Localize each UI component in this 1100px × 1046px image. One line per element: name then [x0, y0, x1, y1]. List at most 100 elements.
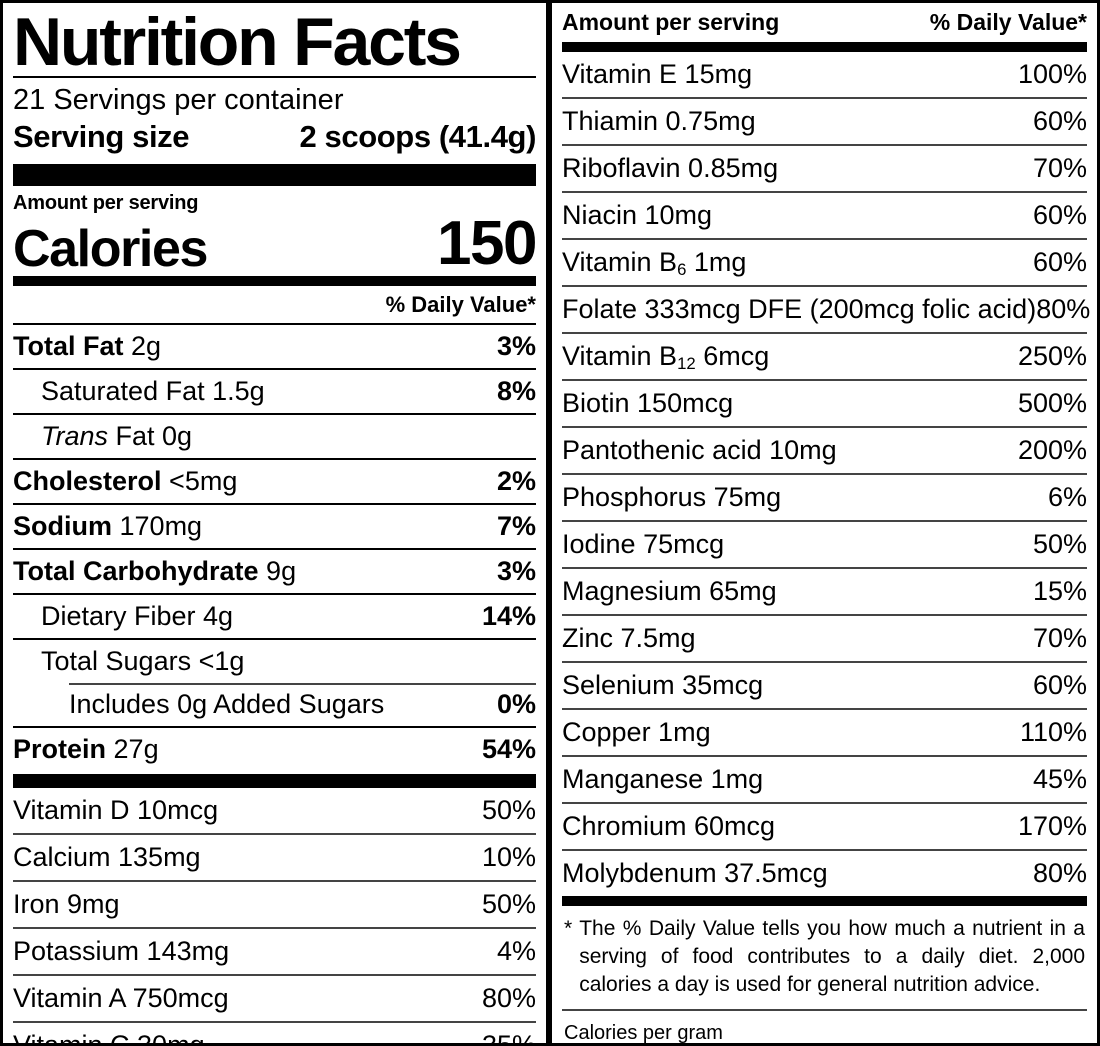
footnote-text: The % Daily Value tells you how much a n…: [579, 917, 1085, 997]
serving-size-value: 2 scoops (41.4g): [299, 119, 536, 154]
calories-thick-bar: [13, 275, 536, 286]
protein-thick-bar: [13, 773, 536, 788]
selenium-name: Selenium 35mcg: [562, 670, 764, 700]
carbohydrate-name: Total Carbohydrate: [13, 555, 259, 586]
vitamin-d-dv: 50%: [481, 794, 536, 825]
protein-amount: 27g: [113, 733, 159, 764]
row-dietary-fiber: Dietary Fiber 4g 14%: [13, 592, 536, 638]
calories-row: Calories 150: [13, 209, 537, 278]
total-sugars-name: Total Sugars <1g: [41, 645, 245, 676]
niacin-name: Niacin 10mg: [562, 200, 713, 230]
vitamin-a-dv: 80%: [481, 982, 536, 1013]
copper-dv: 110%: [1019, 717, 1087, 747]
vitamin-b12-base: Vitamin B: [562, 341, 678, 371]
row-chromium: Chromium 60mcg 170%: [562, 802, 1087, 849]
row-total-carbohydrate: Total Carbohydrate 9g 3%: [13, 547, 536, 593]
molybdenum-dv: 80%: [1032, 858, 1087, 888]
right-daily-value-header: % Daily Value*: [929, 9, 1087, 35]
thiamin-name: Thiamin 0.75mg: [562, 106, 756, 136]
vitamin-b6-amount: 1mg: [686, 247, 747, 277]
folate-dv: 80%: [1036, 294, 1091, 324]
row-saturated-fat: Saturated Fat 1.5g 8%: [13, 367, 536, 413]
cholesterol-dv: 2%: [496, 465, 536, 496]
chromium-dv: 170%: [1017, 811, 1087, 841]
magnesium-name: Magnesium 65mg: [562, 576, 777, 606]
calcium-dv: 10%: [481, 841, 536, 872]
row-manganese: Manganese 1mg 45%: [562, 755, 1087, 802]
cholesterol-name: Cholesterol: [13, 465, 162, 496]
phosphorus-name: Phosphorus 75mg: [562, 482, 782, 512]
vitamin-b6-base: Vitamin B: [562, 247, 678, 277]
row-molybdenum: Molybdenum 37.5mcg 80%: [562, 849, 1087, 896]
row-pantothenic-acid: Pantothenic acid 10mg 200%: [562, 426, 1087, 473]
right-header-row: Amount per serving % Daily Value*: [562, 5, 1087, 42]
zinc-dv: 70%: [1032, 623, 1087, 653]
iron-name: Iron 9mg: [13, 888, 120, 919]
vitamin-e-dv: 100%: [1017, 59, 1087, 89]
pantothenic-acid-name: Pantothenic acid 10mg: [562, 435, 837, 465]
row-sodium: Sodium 170mg 7%: [13, 502, 536, 548]
header-thick-bar: [13, 164, 536, 186]
row-thiamin: Thiamin 0.75mg 60%: [562, 97, 1087, 144]
row-biotin: Biotin 150mcg 500%: [562, 379, 1087, 426]
row-cholesterol: Cholesterol <5mg 2%: [13, 457, 536, 503]
riboflavin-dv: 70%: [1032, 153, 1087, 183]
total-fat-name: Total Fat: [13, 330, 124, 361]
vitamin-c-name: Vitamin C 30mg: [13, 1029, 205, 1046]
dietary-fiber-dv: 14%: [481, 600, 536, 631]
micronutrient-thick-bar: [562, 896, 1087, 906]
amount-per-serving-label: Amount per serving: [13, 192, 199, 214]
calories-per-gram-heading: Calories per gram: [564, 1022, 723, 1045]
calories-label: Calories: [13, 219, 208, 278]
biotin-dv: 500%: [1017, 388, 1087, 418]
row-niacin: Niacin 10mg 60%: [562, 191, 1087, 238]
potassium-dv: 4%: [496, 935, 536, 966]
copper-name: Copper 1mg: [562, 717, 711, 747]
left-panel: Nutrition Facts 21 Servings per containe…: [0, 0, 549, 1046]
row-vitamin-d: Vitamin D 10mcg 50%: [13, 788, 536, 833]
row-folate: Folate 333mcg DFE (200mcg folic acid) 80…: [562, 285, 1091, 332]
dietary-fiber-name: Dietary Fiber 4g: [41, 600, 234, 631]
vitamin-b12-amount: 6mcg: [695, 341, 770, 371]
sodium-amount: 170mg: [119, 510, 203, 541]
saturated-fat-dv: 8%: [496, 375, 536, 406]
vitamin-a-name: Vitamin A 750mcg: [13, 982, 229, 1013]
vitamin-b12-dv: 250%: [1017, 341, 1087, 371]
row-total-sugars: Total Sugars <1g: [13, 637, 536, 683]
row-calcium: Calcium 135mg 10%: [13, 832, 536, 880]
cholesterol-amount: <5mg: [169, 465, 238, 496]
row-protein: Protein 27g 54%: [13, 725, 536, 771]
added-sugars-dv: 0%: [496, 688, 536, 719]
chromium-name: Chromium 60mcg: [562, 811, 776, 841]
zinc-name: Zinc 7.5mg: [562, 623, 696, 653]
calories-value: 150: [437, 209, 537, 278]
calcium-name: Calcium 135mg: [13, 841, 201, 872]
title-divider: [13, 75, 536, 78]
total-fat-amount: 2g: [131, 330, 162, 361]
row-vitamin-b12: Vitamin B12 6mcg 250%: [562, 332, 1087, 379]
manganese-name: Manganese 1mg: [562, 764, 764, 794]
row-riboflavin: Riboflavin 0.85mg 70%: [562, 144, 1087, 191]
row-zinc: Zinc 7.5mg 70%: [562, 614, 1087, 661]
row-magnesium: Magnesium 65mg 15%: [562, 567, 1087, 614]
row-iodine: Iodine 75mcg 50%: [562, 520, 1087, 567]
servings-per-container: 21 Servings per container: [13, 83, 344, 116]
daily-value-header: % Daily Value*: [385, 291, 536, 317]
carbohydrate-amount: 9g: [266, 555, 297, 586]
niacin-dv: 60%: [1032, 200, 1087, 230]
protein-name: Protein: [13, 733, 107, 764]
sodium-name: Sodium: [13, 510, 112, 541]
manganese-dv: 45%: [1032, 764, 1087, 794]
vitamin-e-name: Vitamin E 15mg: [562, 59, 753, 89]
footnote-asterisk: *: [564, 917, 573, 940]
vitamin-b6-dv: 60%: [1032, 247, 1087, 277]
vitamin-d-name: Vitamin D 10mcg: [13, 794, 219, 825]
row-vitamin-b6: Vitamin B6 1mg 60%: [562, 238, 1087, 285]
protein-dv: 54%: [481, 733, 536, 764]
row-iron: Iron 9mg 50%: [13, 879, 536, 927]
daily-value-footnote: * The % Daily Value tells you how much a…: [562, 906, 1087, 1009]
row-copper: Copper 1mg 110%: [562, 708, 1087, 755]
page-title: Nutrition Facts: [13, 4, 462, 80]
molybdenum-name: Molybdenum 37.5mcg: [562, 858, 828, 888]
